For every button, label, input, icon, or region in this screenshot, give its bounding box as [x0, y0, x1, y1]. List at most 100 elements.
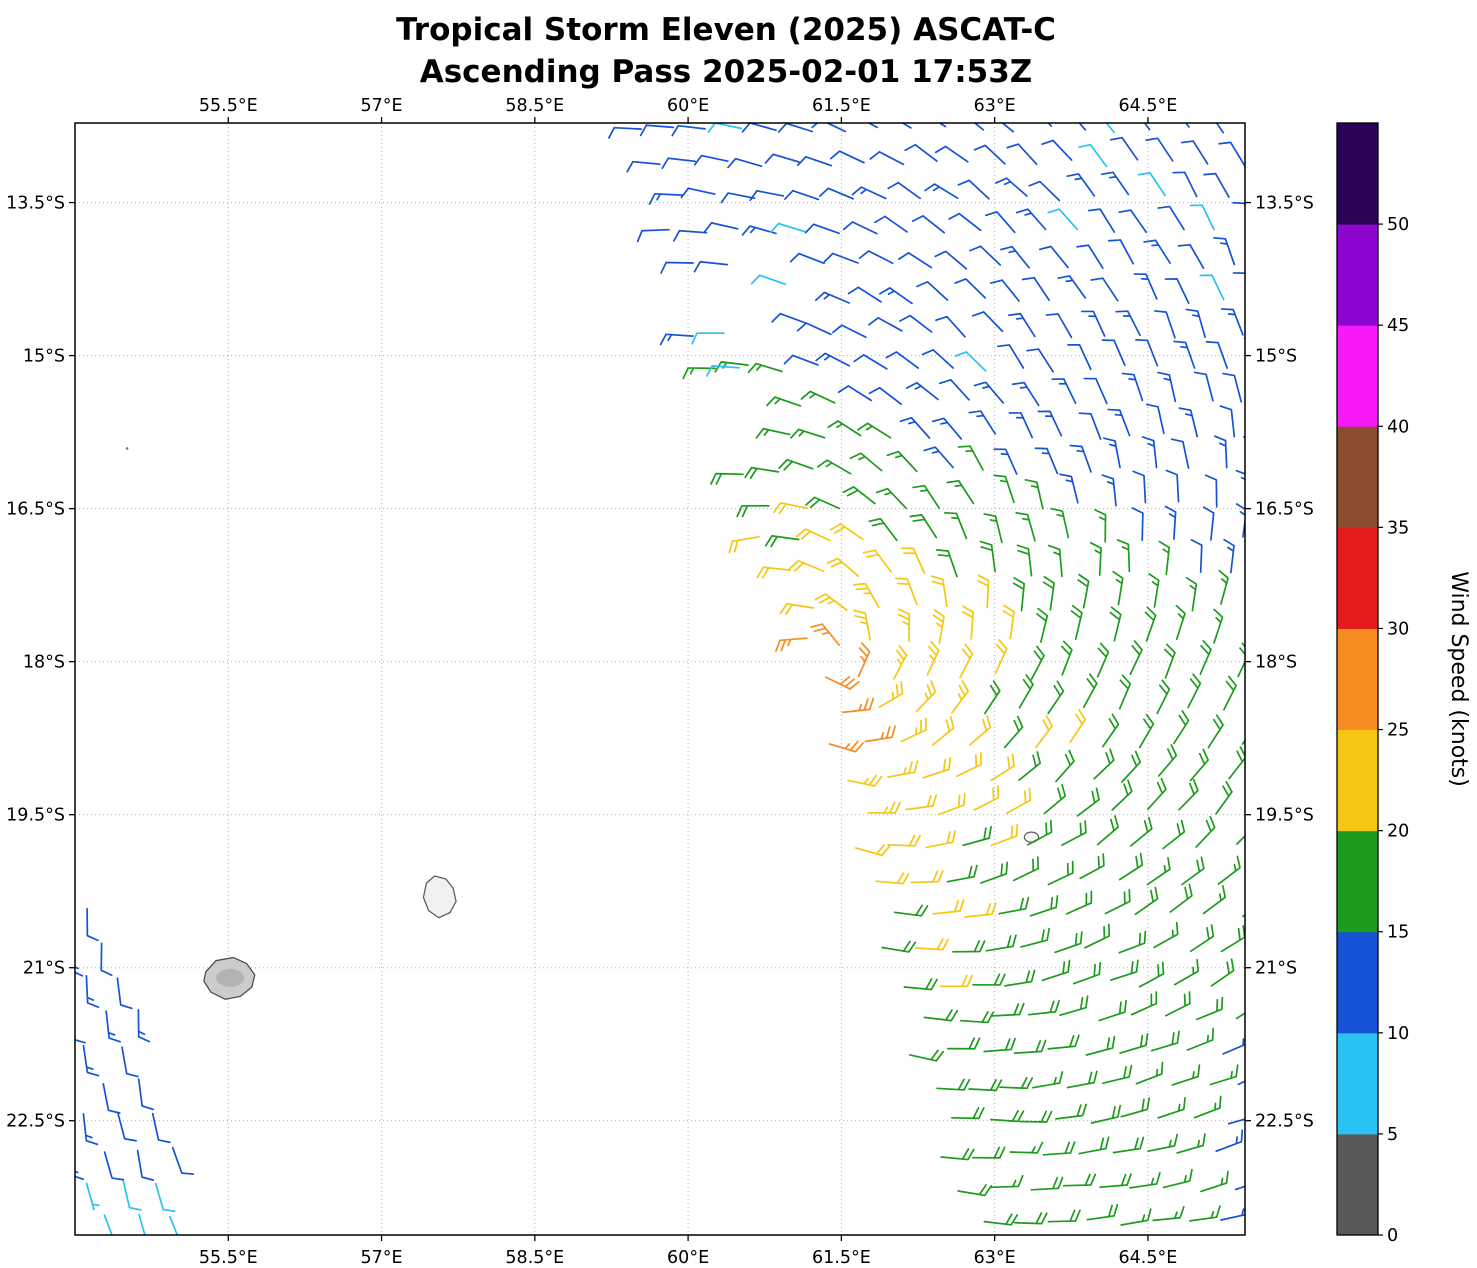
wind-barb [885, 351, 920, 369]
wind-barb [1047, 544, 1063, 578]
wind-barb [747, 362, 783, 374]
wind-barb [1041, 959, 1071, 982]
wind-barb [1013, 1039, 1047, 1055]
wind-barb [121, 1046, 139, 1078]
wind-barb [954, 278, 987, 299]
wind-barb [82, 1113, 99, 1146]
wind-barb [823, 252, 859, 264]
wind-barb [1143, 239, 1171, 264]
wind-barb [1051, 378, 1077, 405]
wind-barb [1148, 573, 1160, 608]
wind-barb [879, 287, 913, 305]
wind-barb [1107, 408, 1131, 437]
wind-barb [862, 549, 892, 573]
wind-barb [814, 291, 851, 304]
wind-barb [1145, 137, 1174, 162]
tick-label-y-right: 22.5°S [1255, 1112, 1314, 1132]
wind-barb [1065, 890, 1093, 915]
wind-barb [85, 1182, 100, 1211]
wind-barb [86, 907, 99, 942]
wind-barb [1244, 1136, 1277, 1158]
wind-barb [770, 222, 806, 234]
wind-barb [1015, 208, 1047, 231]
wind-barb [1018, 674, 1034, 709]
wind-barb [1223, 675, 1237, 711]
wind-barb [1215, 781, 1233, 815]
wind-barb [1059, 473, 1079, 504]
wind-barb [842, 486, 876, 505]
wind-barb [789, 252, 825, 265]
wind-barb [1026, 819, 1053, 846]
wind-barb [886, 450, 918, 473]
wind-barb [775, 637, 808, 653]
wind-barb [1189, 1205, 1221, 1222]
wind-barb [1177, 243, 1205, 270]
wind-barb [1030, 1176, 1064, 1191]
tick-label-x-top: 57°E [361, 96, 403, 116]
wind-barb [636, 228, 670, 243]
wind-barb [1098, 999, 1127, 1022]
wind-barb [1213, 608, 1224, 644]
wind-barb [934, 250, 968, 270]
wind-barb [957, 179, 990, 200]
wind-barb [154, 1182, 176, 1213]
colorbar-segment [1337, 224, 1378, 326]
wind-barb [1239, 611, 1260, 644]
wind-barb [984, 680, 1001, 715]
wind-barb [842, 697, 875, 714]
wind-barb [755, 427, 791, 439]
wind-barb [1120, 1097, 1150, 1118]
wind-barb [1059, 995, 1089, 1017]
wind-barb [1165, 469, 1180, 503]
wind-barb [903, 978, 938, 991]
wind-barb [1215, 1129, 1244, 1153]
tick-label-x-bottom: 58.5°E [505, 1248, 564, 1264]
wind-barb [983, 1037, 1016, 1053]
tick-label-y-right: 15°S [1255, 347, 1297, 367]
wind-barb [1243, 436, 1245, 469]
wind-barb [814, 593, 848, 612]
wind-barb [1190, 539, 1203, 573]
tick-label-x-top: 55.5°E [199, 96, 258, 116]
wind-barb [952, 940, 986, 953]
wind-barb [979, 540, 996, 573]
wind-barb [1133, 273, 1158, 300]
wind-barb [1061, 640, 1073, 676]
wind-barb [898, 252, 933, 269]
wind-barb [852, 582, 880, 608]
wind-barb [1162, 1168, 1193, 1189]
wind-barb [1047, 208, 1079, 231]
tick-label-y-left: 15°S [23, 347, 65, 367]
wind-barb [1085, 1035, 1116, 1056]
tick-label-x-top: 63°E [974, 96, 1016, 116]
wind-barb [1104, 888, 1131, 915]
wind-barb [1062, 1173, 1097, 1187]
wind-barb [648, 192, 683, 205]
wind-barb [1050, 507, 1070, 539]
wind-barb [1180, 140, 1209, 165]
wind-barb [959, 1011, 995, 1024]
wind-barb [1102, 1064, 1133, 1085]
wind-barb [1173, 340, 1196, 369]
wind-barb [994, 639, 1008, 675]
tick-label-x-top: 61.5°E [812, 96, 871, 116]
wind-barb [82, 1044, 100, 1077]
wind-barb [1220, 1202, 1245, 1221]
wind-barb [829, 150, 865, 164]
wind-barb [1185, 576, 1198, 612]
wind-barb [923, 1009, 959, 1022]
wind-barb [887, 181, 922, 200]
wind-barb [897, 608, 911, 642]
wind-barb [1170, 438, 1190, 469]
wind-barb [1109, 606, 1122, 642]
wind-barb [1130, 816, 1153, 847]
wind-barb [1157, 371, 1177, 403]
wind-barb [968, 1078, 1003, 1092]
wind-barb [1115, 310, 1141, 337]
wind-barb [626, 160, 661, 173]
wind-barb [1021, 276, 1050, 301]
wind-barb [990, 823, 1019, 847]
wind-barb [741, 225, 777, 236]
wind-barb [1173, 958, 1200, 986]
